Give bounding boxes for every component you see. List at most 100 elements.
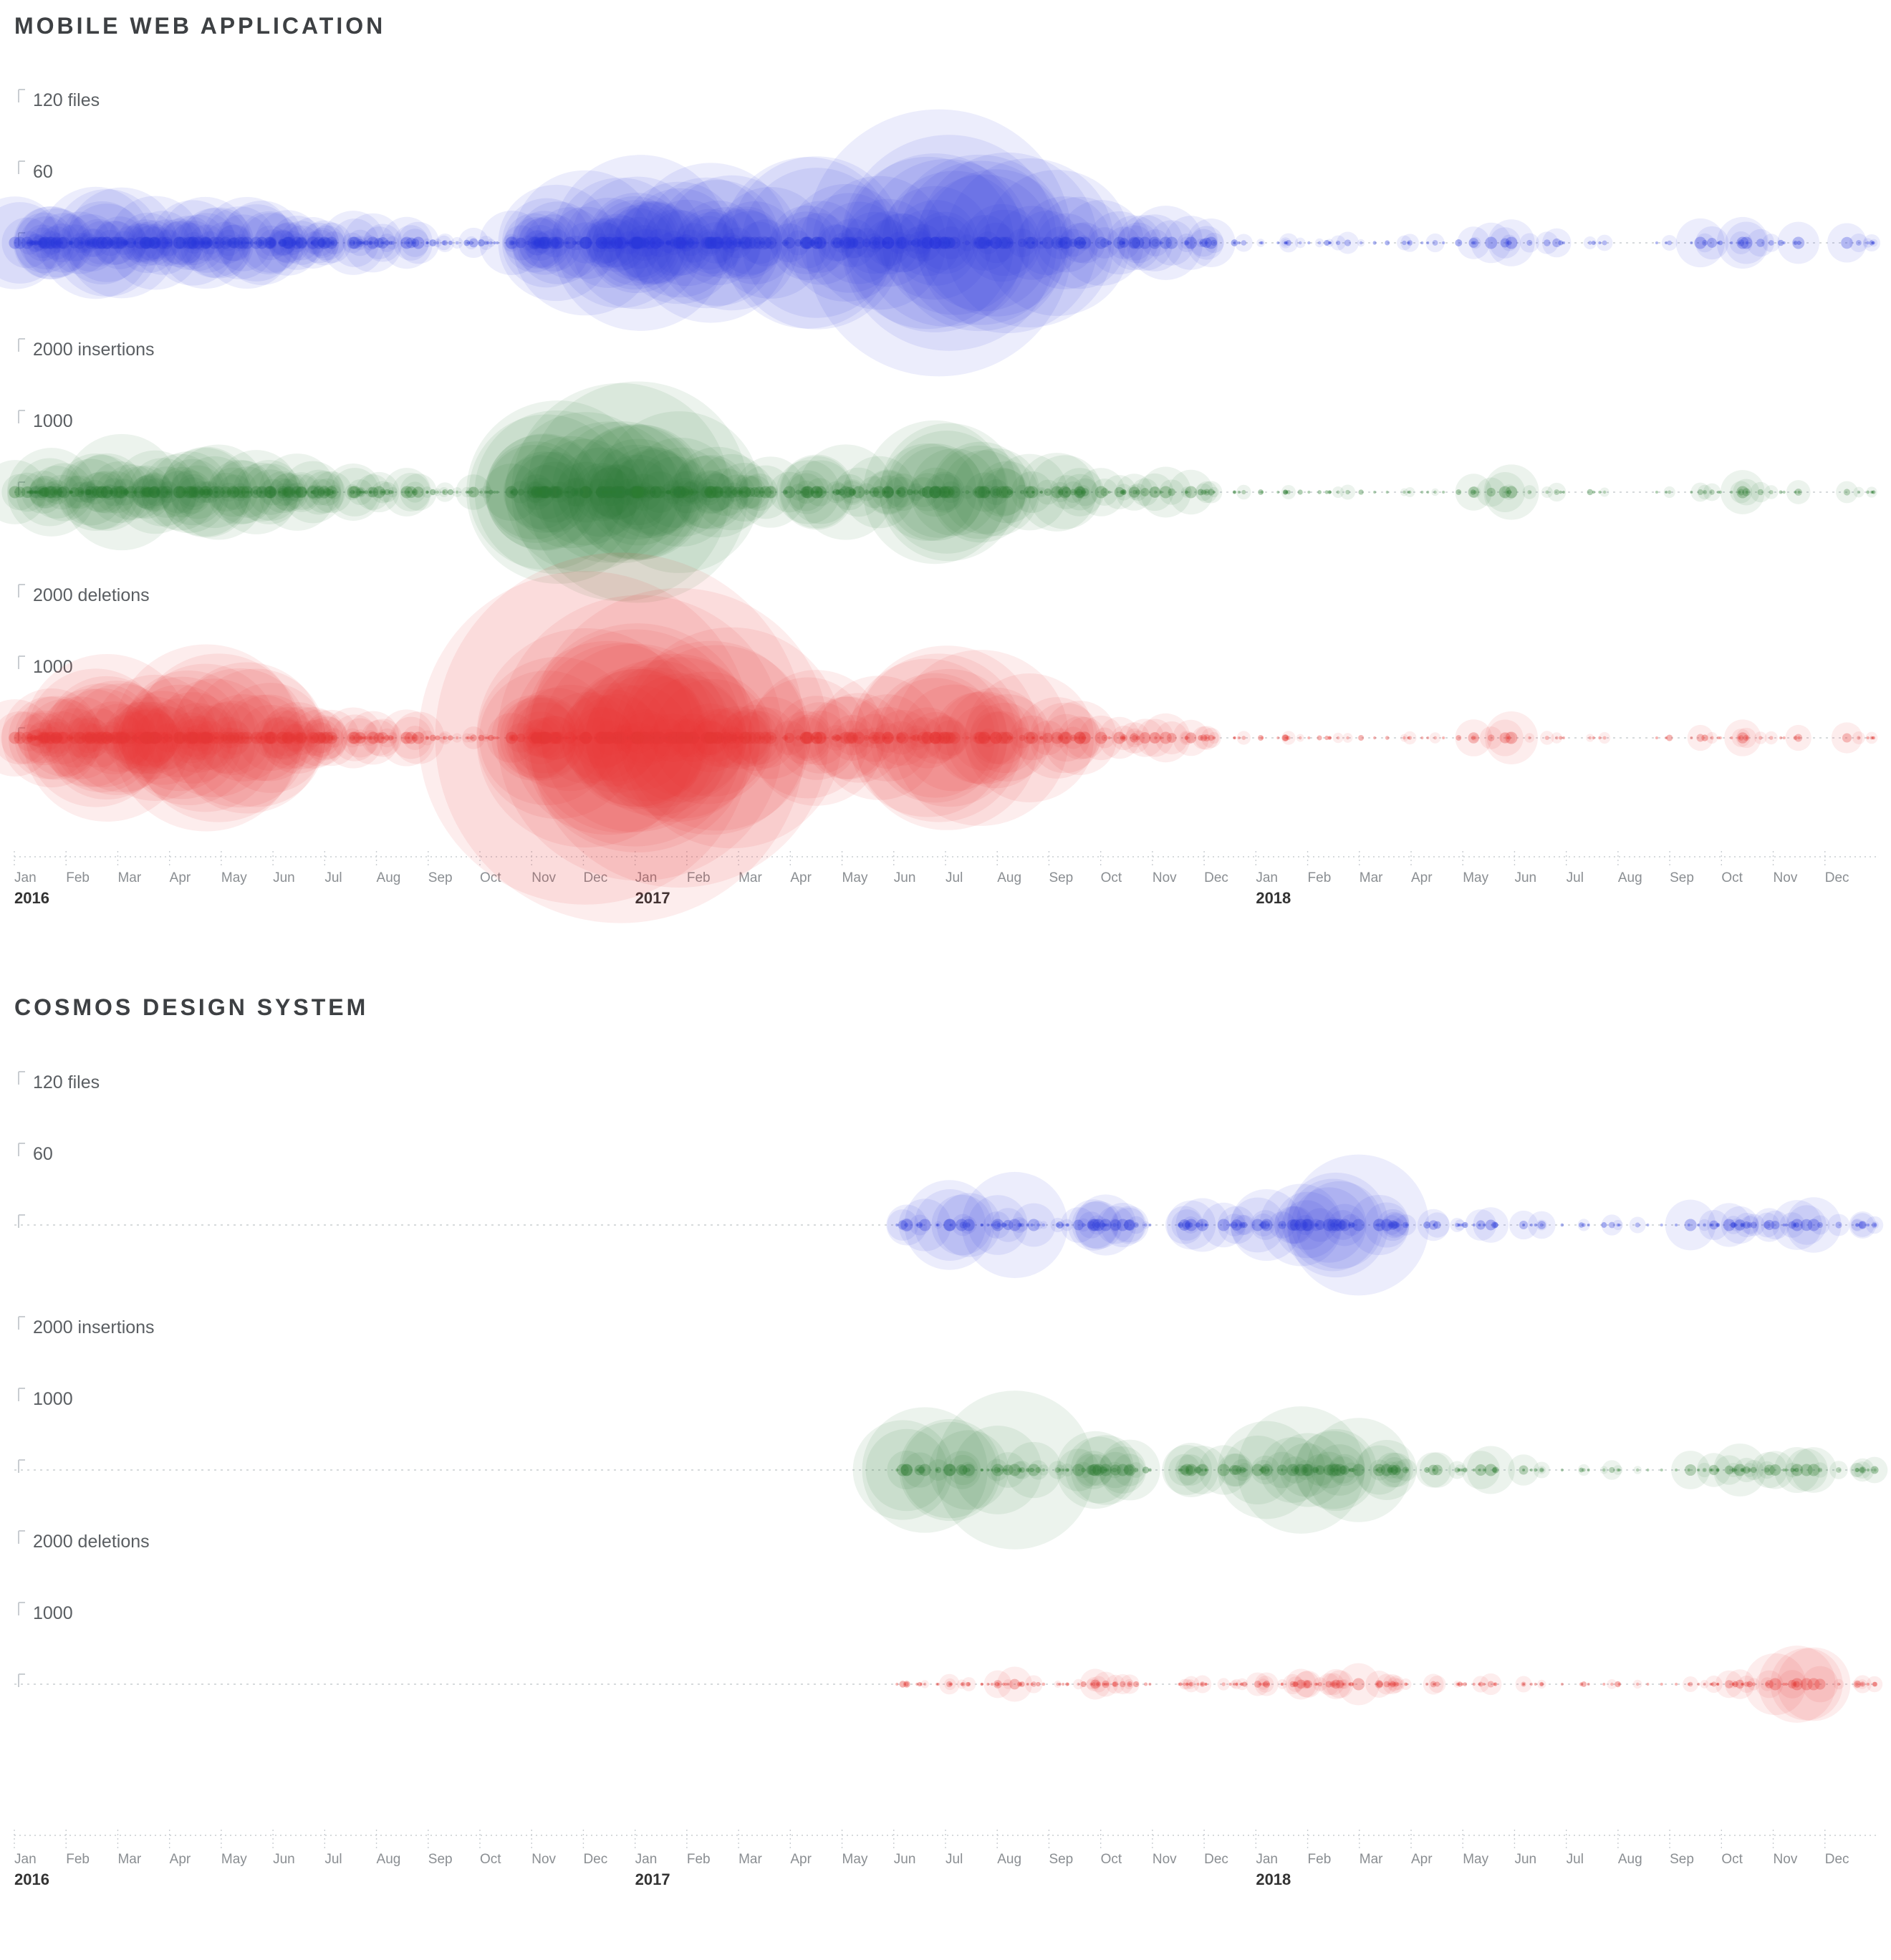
commit-bubble xyxy=(1506,241,1509,244)
commit-bubble-core xyxy=(403,241,407,245)
commit-bubble-core xyxy=(1114,486,1125,498)
commit-bubble xyxy=(789,213,850,273)
commit-bubble xyxy=(1761,234,1781,252)
commit-bubble xyxy=(330,468,380,517)
commit-bubble-core xyxy=(226,240,231,246)
commit-bubble-core xyxy=(1148,236,1161,249)
commit-bubble-core xyxy=(54,239,61,246)
commit-bubble-core xyxy=(1635,1222,1640,1228)
commit-bubble xyxy=(1425,233,1445,253)
chart-title-mobile-web-application: MOBILE WEB APPLICATION xyxy=(14,13,386,39)
commit-bubble xyxy=(122,240,128,246)
month-label: Jan xyxy=(14,1852,37,1867)
commit-bubble-core xyxy=(978,236,991,249)
commit-bubble xyxy=(504,451,586,533)
month-label: Apr xyxy=(790,1852,812,1867)
commit-bubble xyxy=(34,213,94,273)
commit-bubble xyxy=(1107,491,1111,494)
commit-bubble-core xyxy=(992,488,1001,496)
commit-bubble xyxy=(135,224,173,262)
commit-bubble xyxy=(631,491,635,494)
commit-bubble xyxy=(26,241,29,244)
commit-bubble xyxy=(400,229,430,257)
commit-bubble xyxy=(25,698,103,777)
commit-bubble-core xyxy=(9,236,21,249)
commit-bubble-core xyxy=(1735,1679,1745,1689)
commit-bubble xyxy=(991,453,1068,531)
commit-bubble-core xyxy=(938,486,951,499)
commit-bubble xyxy=(268,478,297,506)
commit-bubble-core xyxy=(125,486,138,499)
commit-bubble-core xyxy=(918,237,929,249)
commit-bubble-core xyxy=(579,236,592,249)
commit-bubble xyxy=(858,476,891,509)
commit-bubble xyxy=(241,241,244,244)
commit-bubble xyxy=(1598,241,1602,244)
commit-bubble-core xyxy=(670,236,683,249)
commit-bubble xyxy=(1779,736,1783,740)
commit-bubble-core xyxy=(1055,1222,1060,1228)
commit-bubble xyxy=(1476,477,1506,507)
commit-bubble xyxy=(1081,241,1084,244)
commit-bubble xyxy=(53,188,161,297)
commit-bubble xyxy=(463,239,471,246)
commit-bubble xyxy=(377,234,397,252)
commit-bubble-core xyxy=(32,240,39,246)
commit-bubble xyxy=(110,491,113,494)
commit-bubble xyxy=(331,241,335,245)
commit-bubble xyxy=(1102,475,1137,509)
commit-bubble-core xyxy=(142,236,155,249)
commit-bubble xyxy=(67,734,74,741)
commit-bubble xyxy=(34,736,38,739)
commit-bubble-core xyxy=(1284,241,1287,245)
commit-bubble-core xyxy=(1189,1682,1193,1686)
tick-deletions-base xyxy=(18,727,25,741)
commit-bubble xyxy=(231,234,249,251)
commit-bubble xyxy=(1283,489,1289,495)
commit-bubble-core xyxy=(732,238,742,248)
commit-bubble xyxy=(1675,1224,1678,1226)
commit-bubble xyxy=(1373,736,1377,740)
commit-bubble-core xyxy=(1112,1681,1119,1687)
commit-bubble-core xyxy=(34,240,39,246)
commit-bubble-core xyxy=(1133,1222,1139,1228)
commit-bubble xyxy=(1782,736,1786,739)
commit-bubble xyxy=(1276,241,1280,244)
commit-bubble xyxy=(1655,736,1658,739)
commit-bubble-core xyxy=(231,241,234,245)
commit-bubble xyxy=(1232,490,1236,494)
commit-bubble-core xyxy=(538,241,542,245)
commit-bubble xyxy=(249,241,252,244)
commit-bubble xyxy=(1455,489,1462,495)
commit-bubble-core xyxy=(610,486,623,499)
month-label: Jun xyxy=(894,870,916,885)
commit-bubble xyxy=(100,478,128,506)
month-label: May xyxy=(221,1852,247,1867)
commit-bubble-core xyxy=(319,489,324,495)
commit-bubble xyxy=(1862,234,1881,252)
commit-bubble-core xyxy=(226,489,232,495)
commit-bubble-core xyxy=(150,490,154,494)
commit-bubble-core xyxy=(630,486,643,499)
commit-bubble-core xyxy=(283,236,296,249)
commit-bubble xyxy=(34,241,38,244)
commit-bubble-core xyxy=(800,486,812,498)
commit-bubble xyxy=(688,241,691,244)
commit-bubble-core xyxy=(40,732,52,744)
commit-bubble-core xyxy=(783,486,796,499)
commit-bubble-core xyxy=(184,486,197,499)
commit-bubble-core xyxy=(872,236,885,249)
commit-bubble xyxy=(839,479,865,505)
commit-bubble xyxy=(1426,736,1430,739)
commit-bubble xyxy=(692,490,696,494)
commit-bubble xyxy=(60,241,64,244)
commit-bubble xyxy=(483,463,541,522)
commit-bubble xyxy=(485,434,601,550)
commit-bubble xyxy=(1200,481,1223,504)
commit-bubble xyxy=(887,231,910,254)
commit-bubble-core xyxy=(84,239,91,246)
commit-bubble-core xyxy=(54,736,59,740)
commit-bubble-core xyxy=(282,486,294,498)
commit-bubble-core xyxy=(310,490,315,494)
commit-bubble xyxy=(0,699,54,777)
